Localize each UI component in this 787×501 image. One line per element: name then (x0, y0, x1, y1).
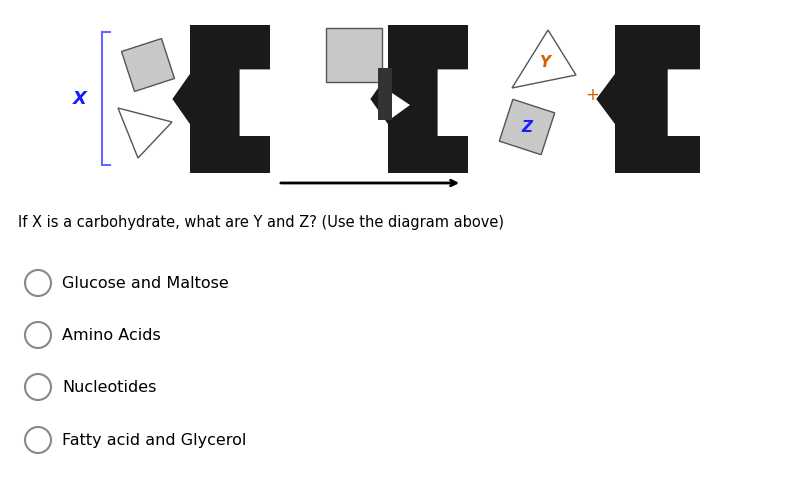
Text: X: X (73, 90, 87, 108)
Polygon shape (392, 93, 410, 118)
Polygon shape (121, 39, 175, 92)
Polygon shape (499, 99, 555, 155)
Text: If X is a carbohydrate, what are Y and Z? (Use the diagram above): If X is a carbohydrate, what are Y and Z… (18, 214, 504, 229)
Bar (326, 28, 382, 82)
Polygon shape (118, 108, 172, 158)
Text: Nucleotides: Nucleotides (62, 379, 157, 394)
Text: Amino Acids: Amino Acids (62, 328, 161, 343)
Polygon shape (172, 25, 270, 173)
Text: +: + (585, 86, 599, 104)
Polygon shape (597, 25, 700, 173)
Bar (378, 68, 392, 120)
Text: Z: Z (522, 120, 533, 134)
Text: Glucose and Maltose: Glucose and Maltose (62, 276, 229, 291)
Polygon shape (371, 25, 468, 173)
Text: Y: Y (540, 55, 550, 70)
Polygon shape (512, 30, 576, 88)
Text: Fatty acid and Glycerol: Fatty acid and Glycerol (62, 432, 246, 447)
